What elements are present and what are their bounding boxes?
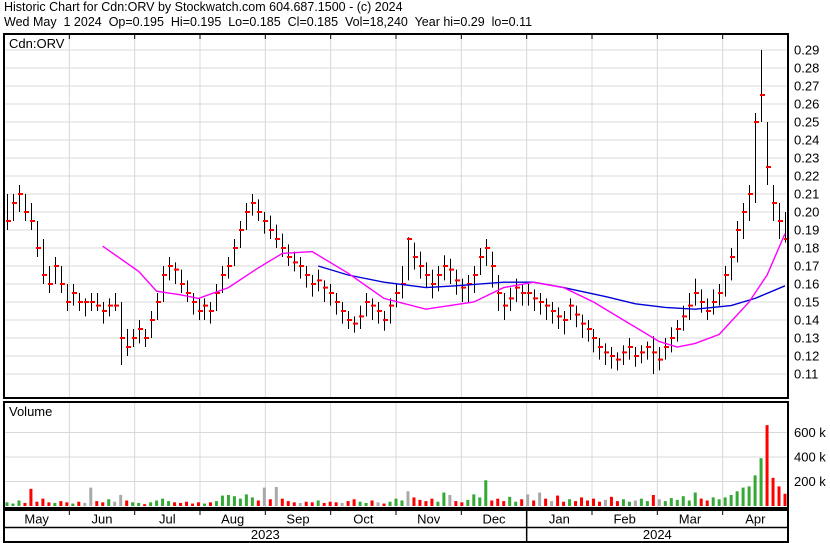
time-axis: May Jun Jul Aug Sep Oct Nov Dec Jan Feb Mar Apr 2023… [3,509,789,543]
month-label: Sep [286,512,309,527]
price-tick-label: 0.25 [794,115,819,130]
month-label: May [24,512,49,527]
price-tick-label: 0.28 [794,61,819,76]
price-tick-label: 0.21 [794,187,819,202]
month-label: Dec [482,512,506,527]
price-tick-label: 0.20 [794,205,819,220]
chart-title: Historic Chart for Cdn:ORV by Stockwatch… [4,0,403,14]
volume-axis-labels: 600 k 400 k 200 k [794,425,826,489]
price-tick-label: 0.22 [794,169,819,184]
month-label: Mar [679,512,702,527]
year-label: 2024 [643,527,672,542]
year-label: 2023 [251,527,280,542]
price-tick-label: 0.19 [794,223,819,238]
month-label: Jun [92,512,113,527]
price-tick-label: 0.17 [794,259,819,274]
volume-gridlines [4,432,788,482]
month-label: Oct [353,512,374,527]
title-bar: Historic Chart for Cdn:ORV by Stockwatch… [0,0,830,29]
price-tick-label: 0.16 [794,277,819,292]
close-ticks [6,94,789,361]
price-tick-label: 0.15 [794,295,819,310]
month-label: Feb [613,512,635,527]
month-label: Aug [221,512,244,527]
price-tick-label: 0.23 [794,151,819,166]
price-tick-label: 0.27 [794,79,819,94]
price-axis-labels: 0.29 0.28 0.27 0.26 0.25 0.24 0.23 0.22 0.21 0.20… [794,43,819,382]
price-tick-label: 0.12 [794,349,819,364]
symbol-label: Cdn:ORV [9,36,65,51]
volume-tick-label: 400 k [794,450,826,465]
month-label: Jan [549,512,570,527]
ohlc-bars [7,50,786,374]
price-tick-label: 0.18 [794,241,819,256]
price-tick-label: 0.24 [794,133,819,148]
panel-frames [3,33,789,509]
volume-panel-label: Volume [9,404,53,419]
month-label: Jul [159,512,176,527]
price-tick-label: 0.29 [794,43,819,58]
price-tick-label: 0.14 [794,313,819,328]
price-tick-label: 0.26 [794,97,819,112]
volume-tick-label: 600 k [794,425,826,440]
month-label: Apr [745,512,766,527]
price-tick-label: 0.13 [794,331,819,346]
volume-bars [5,425,787,506]
ma-fast-line [102,233,786,348]
volume-tick-label: 200 k [794,474,826,489]
month-gridlines [68,35,724,507]
price-tick-label: 0.11 [794,367,818,382]
last-quote-line: Wed May 1 2024 Op=0.195 Hi=0.195 Lo=0.18… [4,14,533,29]
month-label: Nov [417,512,441,527]
